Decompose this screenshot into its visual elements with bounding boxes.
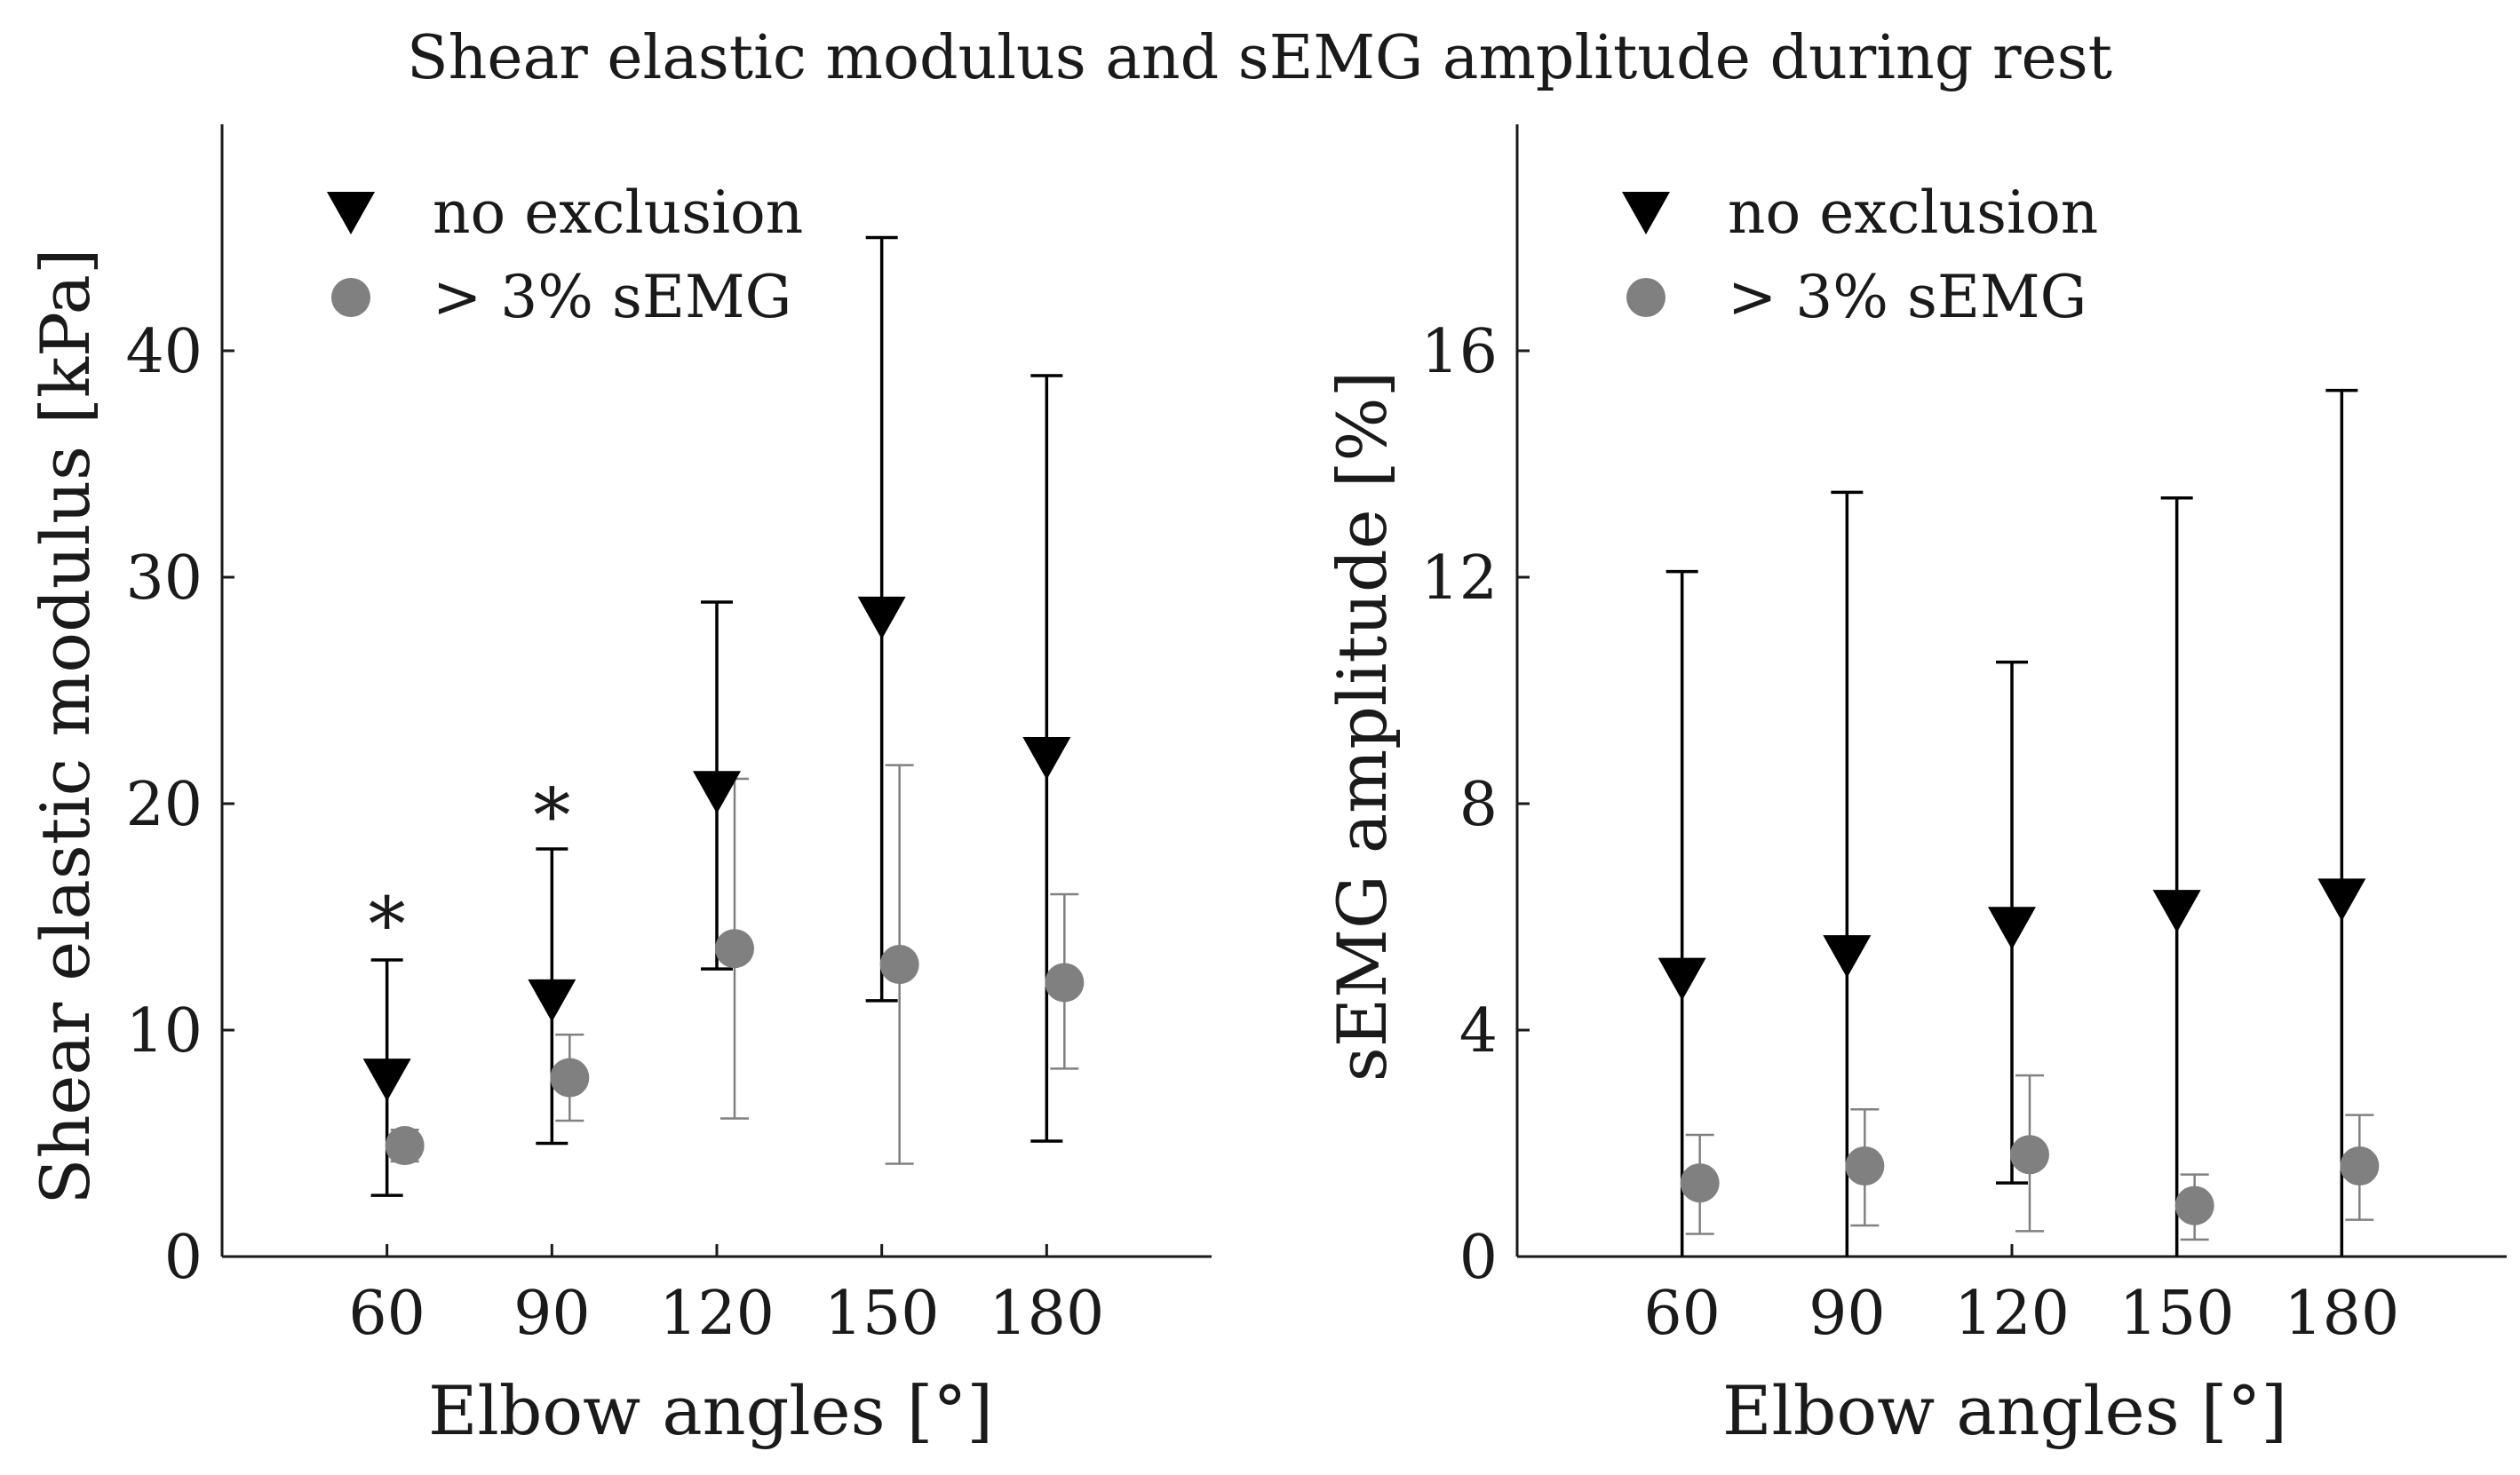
- figure-title: Shear elastic modulus and sEMG amplitude…: [407, 23, 2112, 93]
- right-no-exclusion-marker-3: [2152, 890, 2201, 933]
- right-x-tick-label-4: 180: [2284, 1279, 2399, 1349]
- left-semg-excluded-marker-0: [385, 1126, 425, 1166]
- right-semg-excluded-marker-2: [2010, 1135, 2049, 1175]
- left-chart: Shear elastic modulus [kPa] Elbow angles…: [26, 124, 1212, 1450]
- right-y-tick-label-1: 4: [1459, 996, 1498, 1067]
- right-x-axis-label: Elbow angles [°]: [1722, 1371, 2287, 1450]
- right-y-tick-label-3: 12: [1420, 543, 1498, 614]
- right-chart: sEMG amplitude [%] Elbow angles [°] 0 4 8 1…: [1323, 124, 2507, 1450]
- right-y-tick-label-4: 16: [1420, 317, 1498, 387]
- left-no-exclusion-marker-2: [693, 771, 741, 814]
- left-no-exclusion-marker-0: [362, 1059, 411, 1102]
- left-no-exclusion-marker-1: [528, 979, 576, 1022]
- left-significance-star-1: *: [533, 772, 570, 859]
- right-x-tick-label-3: 150: [2119, 1279, 2235, 1349]
- left-semg-excluded-marker-1: [550, 1058, 590, 1098]
- left-semg-excluded-marker-2: [715, 929, 754, 969]
- left-x-tick-label-0: 60: [348, 1279, 425, 1349]
- right-y-tick-label-2: 8: [1459, 770, 1498, 840]
- left-significance-star-0: *: [369, 881, 406, 968]
- right-y-axis-label: sEMG amplitude [%]: [1323, 371, 1402, 1082]
- left-x-axis-label: Elbow angles [°]: [428, 1371, 993, 1450]
- right-no-exclusion-marker-4: [2317, 878, 2366, 922]
- left-no-exclusion-marker-4: [1022, 737, 1071, 780]
- left-legend-marker-0: [327, 192, 375, 234]
- right-legend-marker-1: [1626, 278, 1665, 317]
- left-x-tick-label-1: 90: [513, 1279, 591, 1349]
- right-no-exclusion-marker-1: [1823, 935, 1872, 979]
- right-x-tick-label-1: 90: [1809, 1279, 1886, 1349]
- left-legend-label-1: > 3% sEMG: [433, 263, 791, 331]
- left-y-tick-label-1: 10: [125, 996, 203, 1067]
- right-semg-excluded-marker-0: [1680, 1163, 1720, 1203]
- right-no-exclusion-marker-2: [1988, 907, 2036, 950]
- left-legend-marker-1: [331, 278, 370, 317]
- left-semg-excluded-marker-4: [1045, 963, 1085, 1003]
- left-x-tick-label-4: 180: [989, 1279, 1104, 1349]
- left-x-tick-label-2: 120: [659, 1279, 775, 1349]
- left-y-tick-label-4: 40: [125, 317, 203, 387]
- right-semg-excluded-marker-4: [2340, 1146, 2380, 1186]
- left-legend-label-0: no exclusion: [433, 178, 803, 247]
- right-y-tick-label-0: 0: [1459, 1223, 1498, 1293]
- left-y-tick-label-2: 20: [125, 770, 203, 840]
- right-no-exclusion-marker-0: [1657, 957, 1706, 1001]
- left-y-tick-label-0: 0: [164, 1223, 203, 1293]
- left-y-axis-label: Shear elastic modulus [kPa]: [26, 248, 105, 1204]
- right-semg-excluded-marker-1: [1845, 1146, 1885, 1186]
- right-legend-label-1: > 3% sEMG: [1728, 263, 2087, 331]
- left-no-exclusion-marker-3: [857, 596, 906, 639]
- left-y-tick-label-3: 30: [125, 543, 203, 614]
- right-x-tick-label-2: 120: [1954, 1279, 2070, 1349]
- right-x-tick-label-0: 60: [1643, 1279, 1721, 1349]
- right-legend-marker-0: [1622, 192, 1670, 234]
- left-semg-excluded-marker-3: [879, 945, 919, 985]
- right-legend-label-0: no exclusion: [1728, 178, 2098, 247]
- right-semg-excluded-marker-3: [2174, 1186, 2214, 1225]
- left-x-tick-label-3: 150: [824, 1279, 940, 1349]
